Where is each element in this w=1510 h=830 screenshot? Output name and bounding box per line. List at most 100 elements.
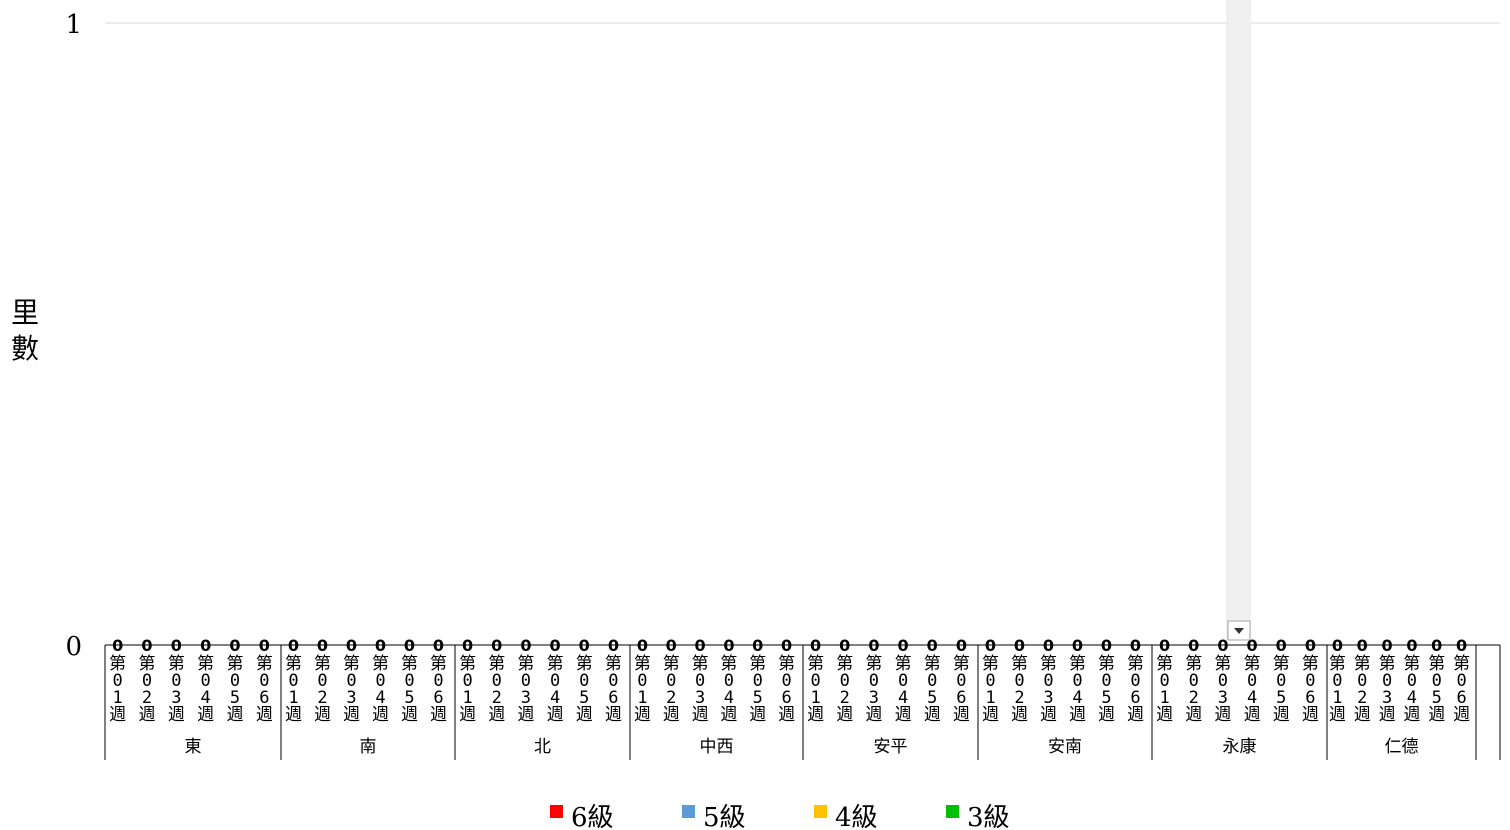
legend-label: 4級 — [835, 803, 878, 830]
data-label: 0 — [898, 636, 909, 655]
legend-label: 5級 — [703, 803, 746, 830]
data-label: 0 — [608, 636, 619, 655]
data-label: 0 — [1382, 636, 1393, 655]
data-label: 0 — [1456, 636, 1467, 655]
data-label: 0 — [868, 636, 879, 655]
legend-label: 6級 — [571, 803, 614, 830]
data-label: 0 — [1431, 636, 1442, 655]
data-label: 0 — [375, 636, 386, 655]
region-label: 安平 — [874, 737, 908, 757]
data-label: 0 — [839, 636, 850, 655]
legend-swatch — [682, 805, 695, 818]
data-label: 0 — [956, 636, 967, 655]
data-label: 0 — [229, 636, 240, 655]
data-label: 0 — [112, 636, 123, 655]
data-label: 0 — [1159, 636, 1170, 655]
data-label: 0 — [346, 636, 357, 655]
data-label: 0 — [1043, 636, 1054, 655]
data-label: 0 — [1406, 636, 1417, 655]
scroll-track — [1227, 0, 1251, 640]
legend-label: 3級 — [967, 803, 1010, 830]
legend-swatch — [814, 805, 827, 818]
region-label: 中西 — [700, 737, 734, 757]
region-label: 南 — [360, 737, 377, 757]
data-label: 0 — [666, 636, 677, 655]
data-label: 0 — [985, 636, 996, 655]
data-label: 0 — [1130, 636, 1141, 655]
region-label: 永康 — [1223, 737, 1257, 757]
y-axis-title: 里數 — [11, 296, 39, 365]
data-label: 0 — [1072, 636, 1083, 655]
data-label: 0 — [1014, 636, 1025, 655]
data-label: 0 — [1305, 636, 1316, 655]
data-label: 0 — [259, 636, 270, 655]
data-label: 0 — [1276, 636, 1287, 655]
chevron-down-icon[interactable] — [1234, 628, 1244, 634]
axes — [104, 644, 1501, 760]
legend-swatch — [550, 805, 563, 818]
data-label: 0 — [927, 636, 938, 655]
data-label: 0 — [404, 636, 415, 655]
data-label: 0 — [1357, 636, 1368, 655]
y-tick-label: 0 — [65, 632, 82, 662]
legend: 6級 5級 4級 3級 — [550, 803, 1010, 830]
data-label: 0 — [781, 636, 792, 655]
data-label: 0 — [288, 636, 299, 655]
region-label: 仁德 — [1385, 737, 1419, 757]
y-tick-label: 1 — [65, 10, 82, 40]
data-label: 0 — [695, 636, 706, 655]
data-label: 0 — [520, 636, 531, 655]
data-label: 0 — [200, 636, 211, 655]
legend-swatch — [946, 805, 959, 818]
region-label: 安南 — [1048, 737, 1082, 757]
y-axis-title-char: 數 — [11, 332, 39, 365]
data-label: 0 — [317, 636, 328, 655]
data-label: 0 — [637, 636, 648, 655]
data-label: 0 — [462, 636, 473, 655]
region-label: 北 — [534, 737, 551, 757]
data-label: 0 — [1332, 636, 1343, 655]
data-label: 0 — [810, 636, 821, 655]
data-label: 0 — [171, 636, 182, 655]
data-label: 0 — [1217, 636, 1228, 655]
